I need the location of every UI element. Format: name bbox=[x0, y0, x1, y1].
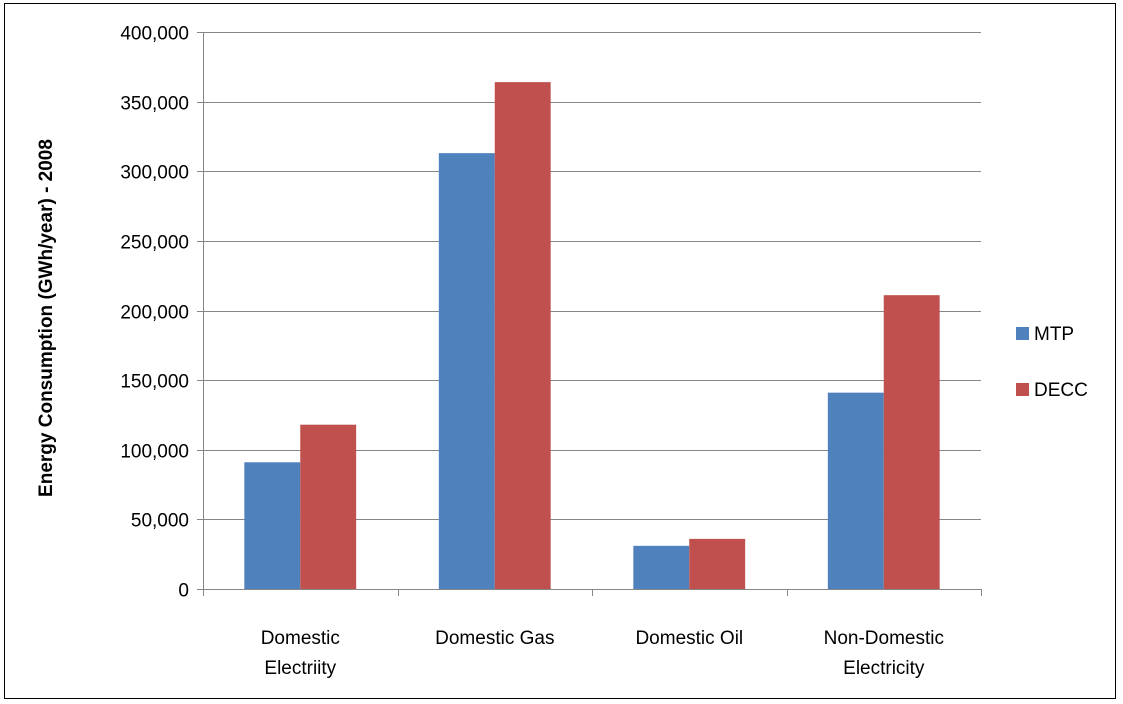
x-tick-label: Non-Domestic Electricity bbox=[824, 628, 944, 679]
legend-label-mtp: MTP bbox=[1034, 324, 1074, 345]
bar-decc-2 bbox=[689, 538, 746, 589]
y-tick-label: 0 bbox=[178, 581, 189, 602]
y-tick-label: 150,000 bbox=[120, 372, 189, 393]
bars bbox=[244, 82, 940, 589]
x-tick-label-line: Domestic Gas bbox=[435, 628, 554, 649]
bar-mtp-1 bbox=[438, 153, 495, 589]
x-tick-label: Domestic Electriity bbox=[261, 628, 340, 679]
y-tick-label: 200,000 bbox=[120, 303, 189, 324]
legend-swatch-decc bbox=[1016, 383, 1029, 396]
y-tick-label: 50,000 bbox=[131, 511, 189, 532]
bar-mtp-0 bbox=[244, 462, 301, 589]
bar-decc-1 bbox=[494, 82, 551, 589]
y-tick-label: 250,000 bbox=[120, 233, 189, 254]
bar-mtp-2 bbox=[633, 545, 690, 589]
bar-decc-3 bbox=[883, 295, 940, 589]
y-axis-title: Energy Consumption (GWh/year) - 2008 bbox=[36, 139, 57, 497]
legend-label-decc: DECC bbox=[1034, 380, 1088, 401]
x-tick-label-line: Domestic bbox=[261, 628, 340, 649]
y-axis-ticks: 0 50,000 100,000 150,000 200,000 250,000 300,0… bbox=[120, 24, 203, 602]
bar-decc-0 bbox=[300, 424, 357, 589]
bar-mtp-3 bbox=[827, 392, 884, 589]
x-tick-label-line: Electriity bbox=[264, 658, 336, 679]
x-axis-ticks: Domestic Electriity Domestic Gas Domestic O… bbox=[203, 589, 982, 679]
y-tick-label: 100,000 bbox=[120, 442, 189, 463]
x-tick-label: Domestic Oil bbox=[635, 628, 743, 649]
x-tick-label-line: Non-Domestic bbox=[824, 628, 944, 649]
legend-swatch-mtp bbox=[1016, 327, 1029, 340]
x-tick-label: Domestic Gas bbox=[435, 628, 554, 649]
legend: MTP DECC bbox=[1016, 324, 1088, 401]
y-tick-label: 300,000 bbox=[120, 163, 189, 184]
y-tick-label: 400,000 bbox=[120, 24, 189, 45]
x-tick-label-line: Domestic Oil bbox=[635, 628, 743, 649]
y-tick-label: 350,000 bbox=[120, 94, 189, 115]
x-tick-label-line: Electricity bbox=[843, 658, 925, 679]
